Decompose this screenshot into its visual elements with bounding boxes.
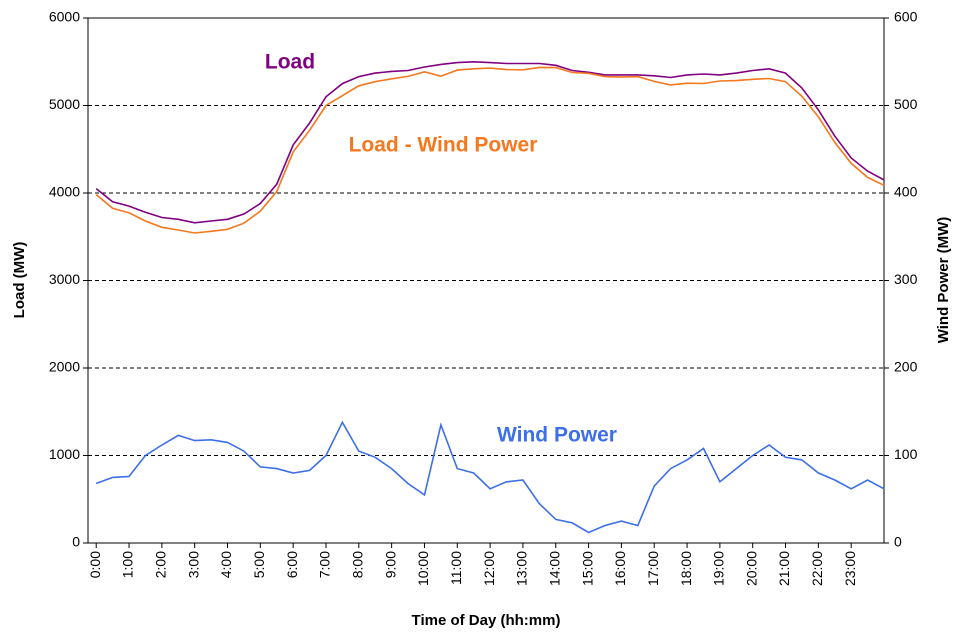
- y-tick-label: 1000: [49, 446, 80, 462]
- x-tick-label: 17:00: [645, 551, 661, 586]
- y-tick-label: 3000: [49, 271, 80, 287]
- y2-tick-label: 300: [894, 271, 918, 287]
- x-tick-label: 18:00: [678, 551, 694, 586]
- x-tick-label: 8:00: [350, 551, 366, 578]
- series-label: Load - Wind Power: [349, 134, 538, 157]
- x-tick-label: 7:00: [317, 551, 333, 578]
- y-tick-label: 2000: [49, 359, 80, 375]
- x-tick-label: 20:00: [743, 551, 759, 586]
- x-tick-label: 3:00: [185, 551, 201, 578]
- x-tick-label: 12:00: [481, 551, 497, 586]
- x-tick-label: 11:00: [448, 551, 464, 585]
- x-tick-label: 10:00: [415, 551, 431, 586]
- x-tick-label: 21:00: [776, 551, 792, 586]
- x-tick-label: 19:00: [711, 551, 727, 586]
- x-axis-title: Time of Day (hh:mm): [412, 612, 561, 629]
- series-label: Wind Power: [497, 424, 617, 447]
- y-axis-title: Load (MW): [11, 242, 28, 319]
- y2-tick-label: 600: [894, 9, 918, 25]
- y2-axis-title: Wind Power (MW): [935, 217, 952, 344]
- series-label: Load: [265, 51, 315, 74]
- y-tick-label: 5000: [49, 96, 80, 112]
- series-line: [95, 66, 885, 234]
- x-tick-label: 13:00: [514, 551, 530, 586]
- series-line: [95, 60, 885, 224]
- x-tick-label: 16:00: [612, 551, 628, 586]
- y2-tick-label: 500: [894, 96, 918, 112]
- y-tick-label: 6000: [49, 9, 80, 25]
- x-tick-label: 2:00: [153, 551, 169, 578]
- x-tick-label: 5:00: [251, 551, 267, 578]
- x-tick-label: 1:00: [120, 551, 136, 578]
- x-tick-label: 6:00: [284, 551, 300, 578]
- y-tick-label: 4000: [49, 184, 80, 200]
- y2-tick-label: 100: [894, 446, 918, 462]
- y2-tick-label: 0: [894, 534, 902, 550]
- x-tick-label: 23:00: [842, 551, 858, 586]
- x-tick-label: 14:00: [546, 551, 562, 586]
- y2-tick-label: 400: [894, 184, 918, 200]
- x-tick-label: 22:00: [809, 551, 825, 586]
- y-tick-label: 0: [72, 534, 80, 550]
- x-tick-label: 15:00: [579, 551, 595, 586]
- x-tick-label: 4:00: [218, 551, 234, 578]
- x-tick-label: 9:00: [382, 551, 398, 578]
- y2-tick-label: 200: [894, 359, 918, 375]
- series-line: [95, 420, 885, 534]
- x-tick-label: 0:00: [87, 551, 103, 578]
